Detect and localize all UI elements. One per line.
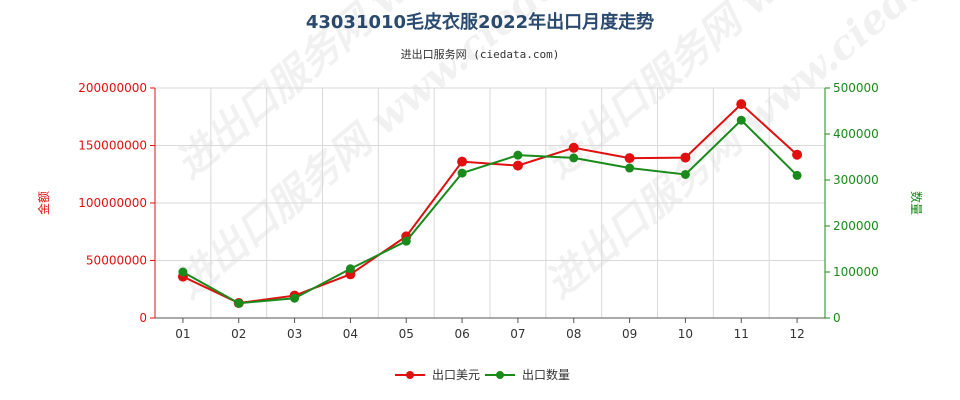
chart-subtitle: 进出口服务网 (ciedata.com) [401,47,560,61]
series-1-point[interactable] [792,170,802,180]
series-1-point[interactable] [569,153,579,163]
y-left-tick-label: 0 [139,311,147,325]
series-1 [178,115,802,308]
y-right-tick-label: 200000 [833,219,879,233]
x-tick-label: 02 [231,327,246,341]
y-right-tick-label: 500000 [833,81,879,95]
x-tick-label: 07 [510,327,525,341]
series-1-point[interactable] [290,293,300,303]
x-tick-label: 03 [287,327,302,341]
series-0-point[interactable] [624,153,635,164]
series-0-point[interactable] [512,160,523,171]
series-1-point[interactable] [680,169,690,179]
series-1-point[interactable] [178,267,188,277]
y-left-tick-label: 50000000 [86,254,147,268]
x-tick-label: 10 [678,327,693,341]
series-0-point[interactable] [792,149,803,160]
series-0-point[interactable] [680,152,691,163]
y-left-tick-label: 200000000 [78,81,147,95]
series-1-point[interactable] [513,150,523,160]
y-left-tick-labels: 0 50000000 100000000 150000000 200000000 [78,81,155,325]
series-0-point[interactable] [736,99,747,110]
series-1-point[interactable] [457,168,467,178]
y-left-axis-label: 金额 [36,191,51,215]
y-left-tick-label: 150000000 [78,139,147,153]
legend-item-export-usd[interactable]: 出口美元 [395,368,480,382]
series-1-point[interactable] [345,264,355,274]
x-tick-label: 09 [622,327,637,341]
series-line-1 [182,118,798,305]
y-right-tick-labels: 0 100000 200000 300000 400000 500000 [825,81,879,325]
series-layer [177,99,803,309]
series-1-point[interactable] [234,298,244,308]
x-tick-label: 12 [789,327,804,341]
y-left-tick-label: 100000000 [78,196,147,210]
x-tick-label: 06 [454,327,469,341]
legend: 出口美元 出口数量 [395,367,570,382]
x-tick-label: 01 [175,327,190,341]
y-right-tick-label: 300000 [833,173,879,187]
x-tick-label: 04 [343,327,358,341]
y-right-axis-label: 数量 [909,191,924,215]
series-1-point[interactable] [625,163,635,173]
series-1-point[interactable] [401,236,411,246]
y-right-tick-label: 400000 [833,127,879,141]
x-tick-label: 08 [566,327,581,341]
legend-label-export-usd: 出口美元 [432,368,480,382]
x-tick-label: 11 [734,327,749,341]
x-tick-label: 05 [399,327,414,341]
legend-label-export-qty: 出口数量 [522,367,570,382]
legend-marker-export-usd [406,371,414,379]
y-right-tick-label: 100000 [833,265,879,279]
legend-marker-export-qty [496,371,504,379]
series-0-point[interactable] [457,156,468,167]
legend-item-export-qty[interactable]: 出口数量 [485,367,570,382]
series-0-point[interactable] [568,142,579,153]
chart-title: 43031010毛皮衣服2022年出口月度走势 [306,11,654,33]
series-1-point[interactable] [736,115,746,125]
y-right-tick-label: 0 [833,311,841,325]
x-tick-labels: 01 02 03 04 05 06 07 08 09 10 11 12 [175,318,805,341]
